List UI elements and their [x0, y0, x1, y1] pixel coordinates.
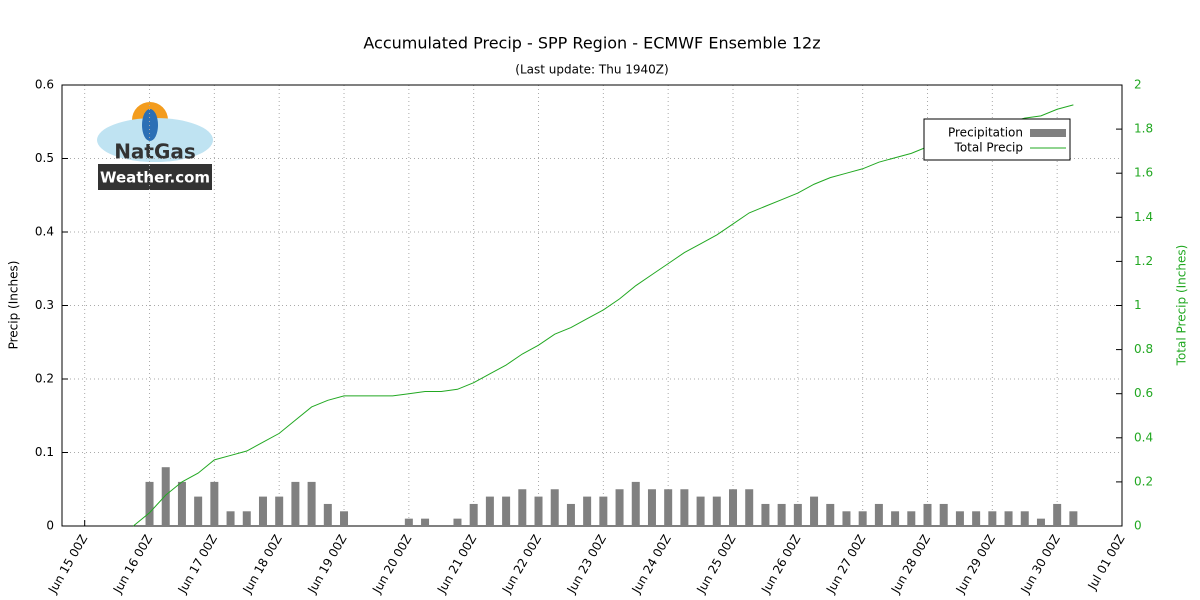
bar	[712, 496, 721, 526]
y-tick-label: 0	[46, 519, 54, 533]
bar	[647, 489, 656, 526]
y2-tick-label: 0.2	[1134, 474, 1153, 488]
bar	[874, 503, 883, 526]
bar	[404, 518, 413, 526]
bar	[518, 489, 527, 526]
bar	[1036, 518, 1045, 526]
bar	[858, 511, 867, 526]
bar	[194, 496, 203, 526]
bar	[583, 496, 592, 526]
y2-tick-label: 0.6	[1134, 386, 1153, 400]
plot-border	[61, 84, 1123, 527]
bar	[793, 503, 802, 526]
bar	[826, 503, 835, 526]
bar	[923, 503, 932, 526]
bar	[988, 511, 997, 526]
bar	[307, 481, 316, 526]
bar	[485, 496, 494, 526]
bar	[664, 489, 673, 526]
legend-label: Total Precip	[954, 141, 1023, 155]
bar	[891, 511, 900, 526]
y2-tick-label: 0	[1134, 519, 1142, 533]
bar	[745, 489, 754, 526]
y2-tick-label: 1	[1134, 298, 1142, 312]
bar	[291, 481, 300, 526]
bar	[340, 511, 349, 526]
bar	[907, 511, 916, 526]
bar	[810, 496, 819, 526]
bar	[453, 518, 462, 526]
bar	[502, 496, 511, 526]
y2-tick-label: 0.4	[1134, 430, 1153, 444]
bar	[615, 489, 624, 526]
bar	[680, 489, 689, 526]
y-tick-label: 0.4	[35, 225, 54, 239]
bar	[955, 511, 964, 526]
y2-tick-label: 1.4	[1134, 210, 1153, 224]
bar	[972, 511, 981, 526]
logo-text: NatGas	[114, 140, 196, 164]
bar	[226, 511, 235, 526]
logo: NatGas Weather.com	[97, 102, 213, 190]
logo-cloud	[97, 118, 213, 162]
y-tick-label: 0.3	[35, 298, 54, 312]
bar	[761, 503, 770, 526]
bar	[258, 496, 267, 526]
y-axis-label: Precip (Inches)	[7, 261, 21, 350]
bar	[275, 496, 284, 526]
y2-tick-label: 1.6	[1134, 166, 1153, 180]
legend-box	[923, 118, 1071, 161]
y2-tick-label: 0.8	[1134, 342, 1153, 356]
y2-tick-label: 2	[1134, 78, 1142, 92]
bar	[210, 481, 219, 526]
bar	[1020, 511, 1029, 526]
bar	[323, 503, 332, 526]
bar	[534, 496, 543, 526]
logo-banner	[98, 164, 212, 190]
legend-swatch	[1030, 129, 1066, 137]
bar	[842, 511, 851, 526]
bar	[599, 496, 608, 526]
bar	[939, 503, 948, 526]
bar	[696, 496, 705, 526]
bar	[631, 481, 640, 526]
bar	[469, 503, 478, 526]
y2-tick-label: 1.2	[1134, 254, 1153, 268]
bar	[1053, 503, 1062, 526]
bar	[777, 503, 786, 526]
bar	[1069, 511, 1078, 526]
y2-axis-label: Total Precip (Inches)	[1175, 245, 1189, 367]
logo-text: Weather.com	[100, 169, 210, 187]
bar	[566, 503, 575, 526]
bar	[145, 481, 154, 526]
y-tick-label: 0.2	[35, 372, 54, 386]
bar	[421, 518, 430, 526]
y-tick-label: 0.5	[35, 151, 54, 165]
bar	[729, 489, 738, 526]
y-tick-label: 0.6	[35, 78, 54, 92]
bar	[1004, 511, 1013, 526]
y-tick-label: 0.1	[35, 445, 54, 459]
bar	[161, 467, 170, 526]
bar	[550, 489, 559, 526]
chart-subtitle: (Last update: Thu 1940Z)	[515, 63, 668, 77]
bar	[177, 481, 186, 526]
bar	[242, 511, 251, 526]
legend-label: Precipitation	[948, 126, 1023, 140]
line	[132, 104, 1074, 527]
y2-tick-label: 1.8	[1134, 122, 1153, 136]
chart-title: Accumulated Precip - SPP Region - ECMWF …	[363, 34, 820, 53]
